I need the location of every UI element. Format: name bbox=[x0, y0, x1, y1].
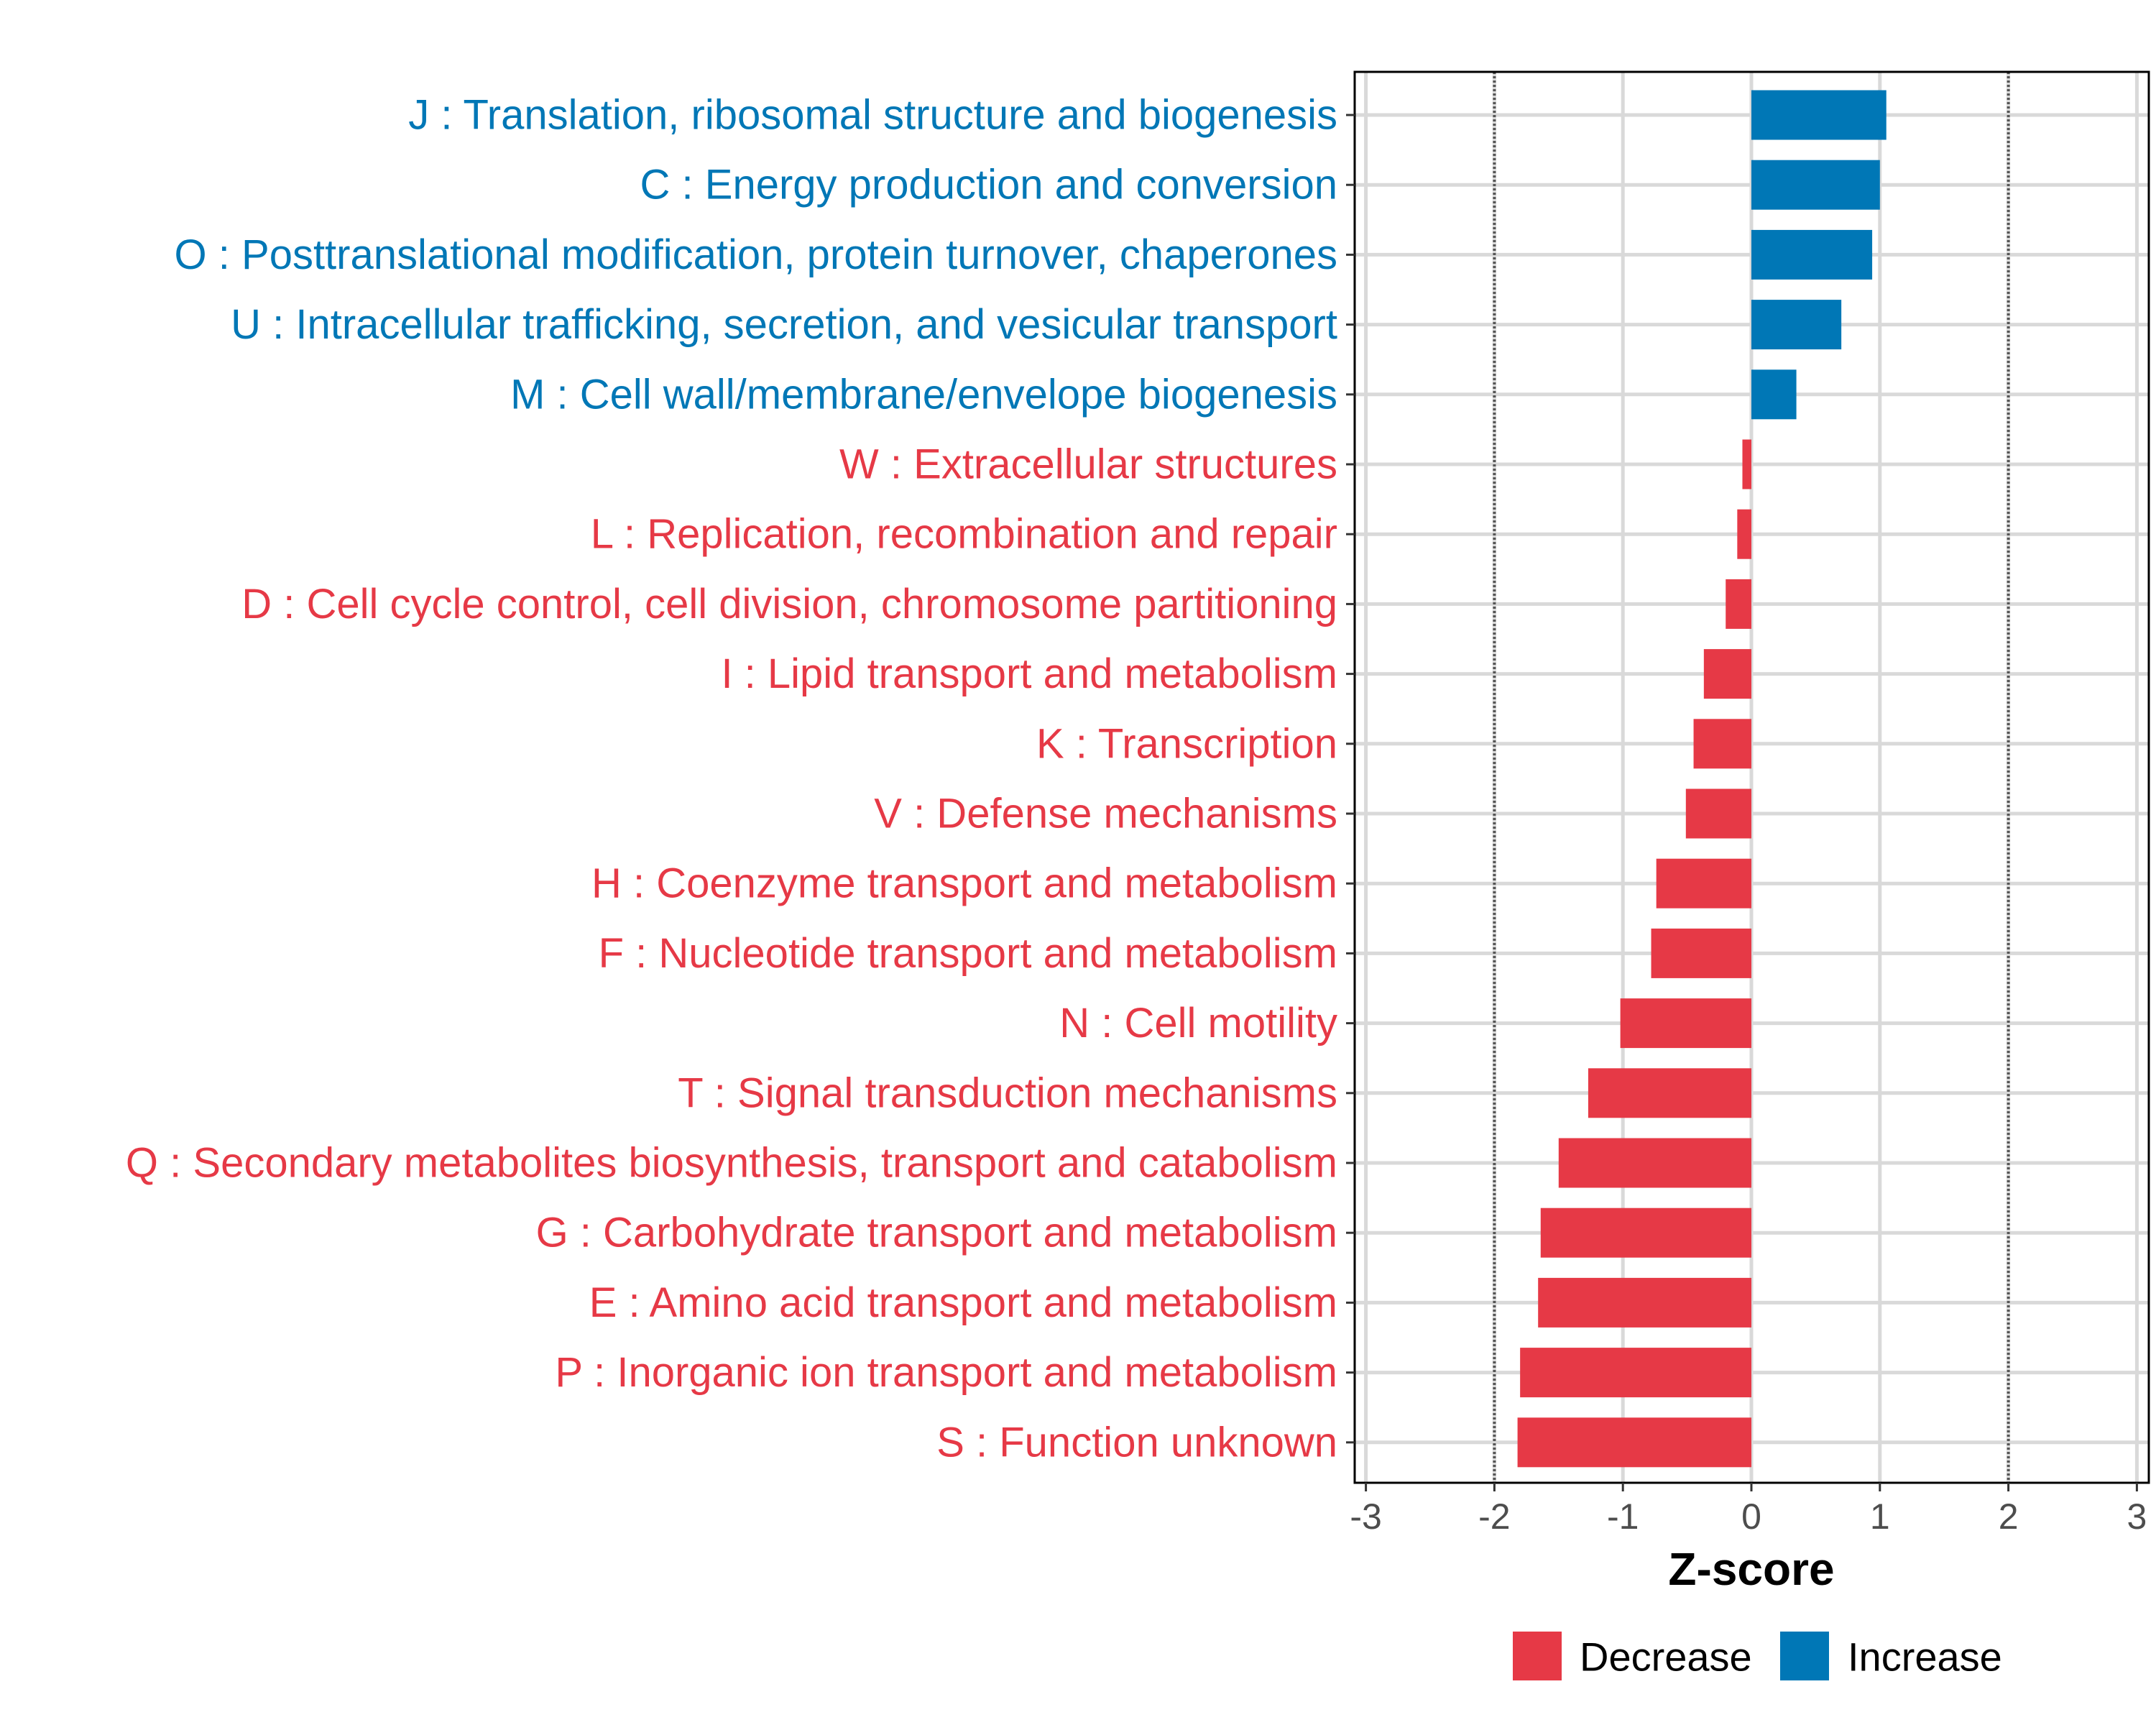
bar bbox=[1540, 1208, 1751, 1258]
category-label: O : Posttranslational modification, prot… bbox=[175, 231, 1337, 278]
category-label: S : Function unknown bbox=[936, 1419, 1337, 1466]
bar bbox=[1751, 300, 1842, 350]
bar bbox=[1538, 1277, 1751, 1328]
legend: Decrease Increase bbox=[1513, 1632, 2002, 1680]
category-label: I : Lipid transport and metabolism bbox=[721, 650, 1337, 697]
bars bbox=[1517, 90, 1886, 1468]
category-label: F : Nucleotide transport and metabolism bbox=[599, 930, 1337, 977]
bar bbox=[1737, 509, 1751, 559]
category-label: V : Defense mechanisms bbox=[874, 791, 1337, 837]
category-label: N : Cell motility bbox=[1059, 1000, 1337, 1046]
bar bbox=[1620, 998, 1751, 1049]
category-label: D : Cell cycle control, cell division, c… bbox=[241, 581, 1337, 627]
category-label: M : Cell wall/membrane/envelope biogenes… bbox=[510, 371, 1337, 418]
bar bbox=[1751, 229, 1873, 280]
x-tick-label: 1 bbox=[1870, 1496, 1890, 1537]
bar bbox=[1558, 1138, 1751, 1188]
legend-swatch bbox=[1780, 1632, 1829, 1680]
x-tick-label: 2 bbox=[1999, 1496, 2019, 1537]
legend-swatch bbox=[1513, 1632, 1562, 1680]
bar bbox=[1751, 90, 1886, 140]
bar bbox=[1520, 1348, 1751, 1398]
category-label: P : Inorganic ion transport and metaboli… bbox=[555, 1349, 1337, 1396]
category-label: E : Amino acid transport and metabolism bbox=[589, 1279, 1337, 1326]
category-label: K : Transcription bbox=[1036, 720, 1337, 767]
bar bbox=[1693, 719, 1751, 769]
category-label: Q : Secondary metabolites biosynthesis, … bbox=[126, 1140, 1337, 1187]
x-tick-label: -1 bbox=[1607, 1496, 1639, 1537]
bar bbox=[1685, 788, 1751, 839]
x-tick-label: -3 bbox=[1350, 1496, 1381, 1537]
gridlines bbox=[1355, 72, 2149, 1483]
category-label: T : Signal transduction mechanisms bbox=[678, 1070, 1337, 1116]
bar bbox=[1751, 369, 1797, 420]
x-axis-ticks: -3 -2 -1 0 1 2 3 bbox=[1350, 1483, 2147, 1537]
bar bbox=[1726, 579, 1751, 629]
bar bbox=[1517, 1417, 1751, 1468]
bar bbox=[1588, 1068, 1751, 1118]
category-label: C : Energy production and conversion bbox=[640, 162, 1337, 208]
bar bbox=[1742, 439, 1751, 489]
x-tick-label: 3 bbox=[2127, 1496, 2147, 1537]
legend-label: Decrease bbox=[1580, 1634, 1752, 1680]
x-tick-label: -2 bbox=[1478, 1496, 1510, 1537]
x-tick-label: 0 bbox=[1741, 1496, 1761, 1537]
category-label: U : Intracellular trafficking, secretion… bbox=[231, 301, 1337, 348]
category-label: J : Translation, ribosomal structure and… bbox=[408, 92, 1337, 139]
legend-label: Increase bbox=[1848, 1634, 2002, 1680]
bar bbox=[1651, 928, 1751, 978]
bar bbox=[1703, 649, 1751, 699]
category-label: G : Carbohydrate transport and metabolis… bbox=[536, 1210, 1337, 1256]
category-label: L : Replication, recombination and repai… bbox=[591, 511, 1337, 558]
x-axis-title: Z-score bbox=[1668, 1543, 1834, 1595]
bar bbox=[1656, 858, 1751, 908]
bar bbox=[1751, 160, 1880, 210]
category-label: W : Extracellular structures bbox=[839, 441, 1337, 488]
category-label: H : Coenzyme transport and metabolism bbox=[591, 860, 1337, 907]
category-labels: J : Translation, ribosomal structure and… bbox=[126, 92, 1355, 1466]
